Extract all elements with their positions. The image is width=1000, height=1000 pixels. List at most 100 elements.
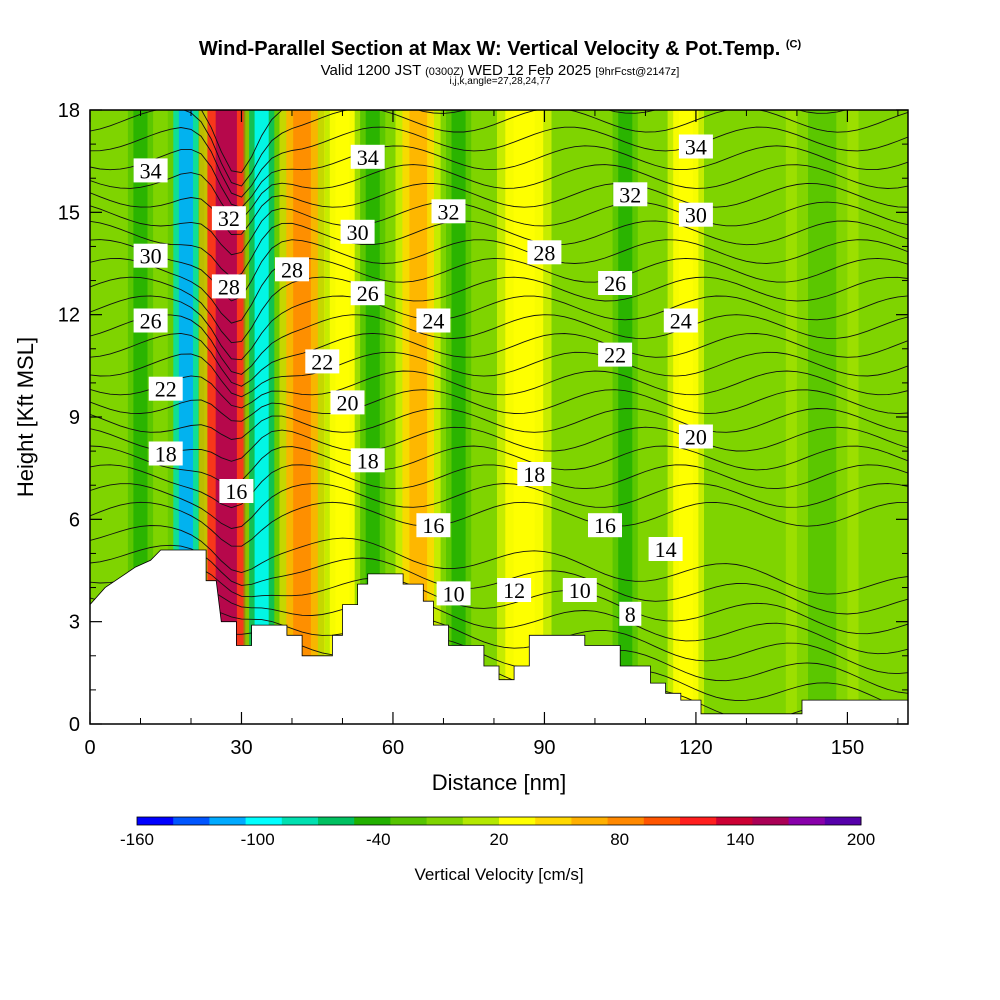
theta-contour (90, 564, 908, 635)
contour-label-text: 22 (311, 349, 333, 374)
y-tick-label: 3 (69, 612, 80, 634)
contour-label-10: 10 (436, 581, 471, 606)
contour-label-14: 14 (648, 537, 683, 562)
w-band-7 (409, 110, 428, 724)
theta-contour (90, 389, 908, 422)
contour-label-box (431, 199, 466, 224)
contour-label-box (148, 441, 183, 466)
contour-label-10: 10 (562, 578, 597, 603)
contour-label-box (527, 240, 562, 265)
theta-contour (200, 110, 848, 174)
colorbar-swatch (788, 817, 826, 825)
theta-contour (90, 220, 908, 278)
contour-label-8: 8 (619, 601, 642, 627)
x-tick-label: 90 (533, 737, 555, 759)
contour-label-box (436, 581, 471, 606)
theta-contour (90, 110, 908, 187)
contour-label-28: 28 (211, 274, 246, 299)
contour-label-text: 10 (443, 581, 465, 606)
contour-label-32: 32 (431, 199, 466, 224)
theta-contour (90, 257, 908, 324)
theta-contour (90, 608, 908, 675)
colorbar-label: Vertical Velocity [cm/s] (414, 865, 583, 884)
colorbar-tick-label: 140 (726, 830, 754, 849)
valid-date: WED 12 Feb 2025 (467, 62, 592, 79)
contour-label-box (598, 342, 633, 367)
contour-label-text: 34 (140, 158, 162, 183)
y-axis-label: Height [Kft MSL] (13, 337, 38, 497)
grid-indices: i,j,k,angle=27,28,24,77 (0, 76, 1000, 87)
w-band-11 (678, 110, 693, 724)
contour-label-30: 30 (340, 219, 375, 245)
x-axis-label: Distance [nm] (432, 770, 567, 795)
colorbar-swatch (173, 817, 210, 825)
y-tick-label: 15 (58, 202, 80, 224)
contour-label-text: 24 (670, 309, 692, 334)
x-tick-label: 0 (84, 737, 95, 759)
colorbar-swatch (824, 817, 862, 825)
contour-label-box (517, 462, 552, 486)
contour-label-text: 32 (619, 182, 641, 207)
contour-label-text: 34 (685, 135, 707, 160)
contour-label-text: 28 (281, 257, 303, 282)
contour-label-16: 16 (588, 513, 622, 538)
contour-label-box (648, 537, 683, 561)
contour-label-text: 8 (625, 602, 636, 627)
contour-label-text: 20 (685, 425, 707, 450)
contour-label-20: 20 (330, 390, 365, 415)
theta-contour (90, 586, 908, 655)
contour-label-text: 22 (155, 377, 177, 402)
x-tick-label: 120 (679, 737, 712, 759)
contour-label-26: 26 (350, 281, 385, 306)
colorbar-swatch (643, 817, 681, 825)
contour-label-box (598, 271, 633, 295)
contour-label-text: 32 (218, 206, 240, 231)
forecast-tag: [9hrFcst@2147z] (595, 66, 680, 78)
theta-contour (90, 332, 908, 387)
contour-label-box (133, 158, 168, 183)
contour-label-text: 10 (569, 578, 591, 603)
x-tick-label: 60 (382, 737, 404, 759)
contour-label-16: 16 (416, 513, 451, 538)
chart-title: Wind-Parallel Section at Max W: Vertical… (0, 38, 1000, 61)
terrain-mask (90, 549, 908, 724)
colorbar-swatch (281, 817, 319, 825)
contour-label-26: 26 (133, 308, 168, 334)
colorbar-tick-label: -160 (120, 830, 154, 849)
contour-label-text: 14 (655, 537, 677, 562)
theta-contour (90, 276, 908, 344)
contour-label-text: 32 (438, 199, 460, 224)
contour-label-box (133, 243, 168, 268)
contour-label-26: 26 (598, 271, 633, 296)
colorbar-swatch (499, 817, 536, 825)
contour-label-text: 22 (604, 343, 626, 368)
theta-contour (90, 126, 908, 198)
theta-contours (90, 110, 908, 724)
contour-label-box (416, 513, 451, 538)
contour-label-box (148, 376, 183, 401)
contour-label-text: 24 (422, 309, 444, 334)
contour-label-box (562, 578, 597, 602)
contour-label-32: 32 (613, 182, 648, 207)
copyright-mark: (C) (785, 38, 802, 51)
colorbar-swatch (390, 817, 428, 825)
contour-label-18: 18 (148, 441, 183, 467)
contour-label-24: 24 (416, 308, 451, 334)
y-tick-label: 18 (58, 100, 80, 122)
contour-label-text: 16 (594, 513, 616, 538)
theta-contour (90, 426, 908, 462)
contour-label-box (350, 144, 385, 169)
contour-label-text: 30 (140, 244, 162, 269)
w-band-12 (808, 110, 837, 724)
x-tick-label: 150 (831, 737, 864, 759)
y-tick-label: 6 (69, 509, 80, 531)
contour-label-24: 24 (663, 308, 698, 334)
colorbar: -160 -100 -40 20 80 140 200 (120, 816, 875, 849)
contour-label-text: 12 (503, 578, 525, 603)
y-tick-label: 12 (58, 305, 80, 327)
y-tick-label: 0 (69, 714, 80, 736)
contour-label-box (340, 219, 375, 244)
contour-label-28: 28 (527, 240, 562, 265)
colorbar-swatch (535, 817, 572, 825)
